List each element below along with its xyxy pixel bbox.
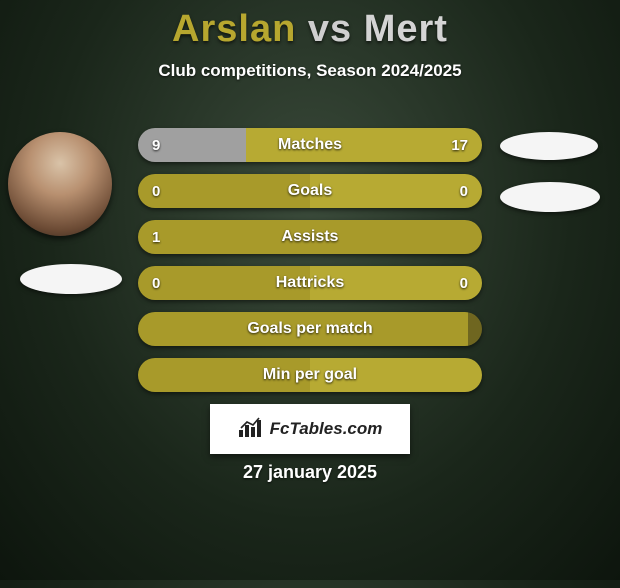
stat-row-assists: 1 Assists — [138, 220, 482, 254]
bar-left — [138, 358, 310, 392]
bar-left — [138, 220, 482, 254]
bar-right — [310, 266, 482, 300]
comparison-title: Arslan vs Mert — [0, 8, 620, 51]
player1-avatar — [8, 132, 112, 236]
subtitle: Club competitions, Season 2024/2025 — [0, 61, 620, 81]
bar-left — [138, 128, 246, 162]
bar-right — [310, 358, 482, 392]
player1-name: Arslan — [172, 8, 296, 50]
bar-left — [138, 266, 310, 300]
brand-link[interactable]: FcTables.com — [210, 404, 410, 454]
brand-text: FcTables.com — [270, 419, 383, 439]
bar-left — [138, 174, 310, 208]
date-text: 27 january 2025 — [0, 462, 620, 483]
bar-right — [310, 174, 482, 208]
player2-name: Mert — [364, 8, 448, 50]
stat-row-goals: 0 Goals 0 — [138, 174, 482, 208]
brand-chart-icon — [238, 416, 264, 443]
stat-row-min-per-goal: Min per goal — [138, 358, 482, 392]
stat-row-matches: 9 Matches 17 — [138, 128, 482, 162]
vs-text: vs — [308, 8, 352, 50]
stat-row-goals-per-match: Goals per match — [138, 312, 482, 346]
player2-avatar-placeholder — [500, 132, 598, 160]
player2-club-badge — [500, 182, 600, 212]
stat-row-hattricks: 0 Hattricks 0 — [138, 266, 482, 300]
bar-right — [468, 312, 482, 346]
stat-bars: 9 Matches 17 0 Goals 0 1 Assists 0 Hattr… — [138, 128, 482, 404]
bar-right — [246, 128, 482, 162]
player1-club-badge — [20, 264, 122, 294]
bar-left — [138, 312, 468, 346]
